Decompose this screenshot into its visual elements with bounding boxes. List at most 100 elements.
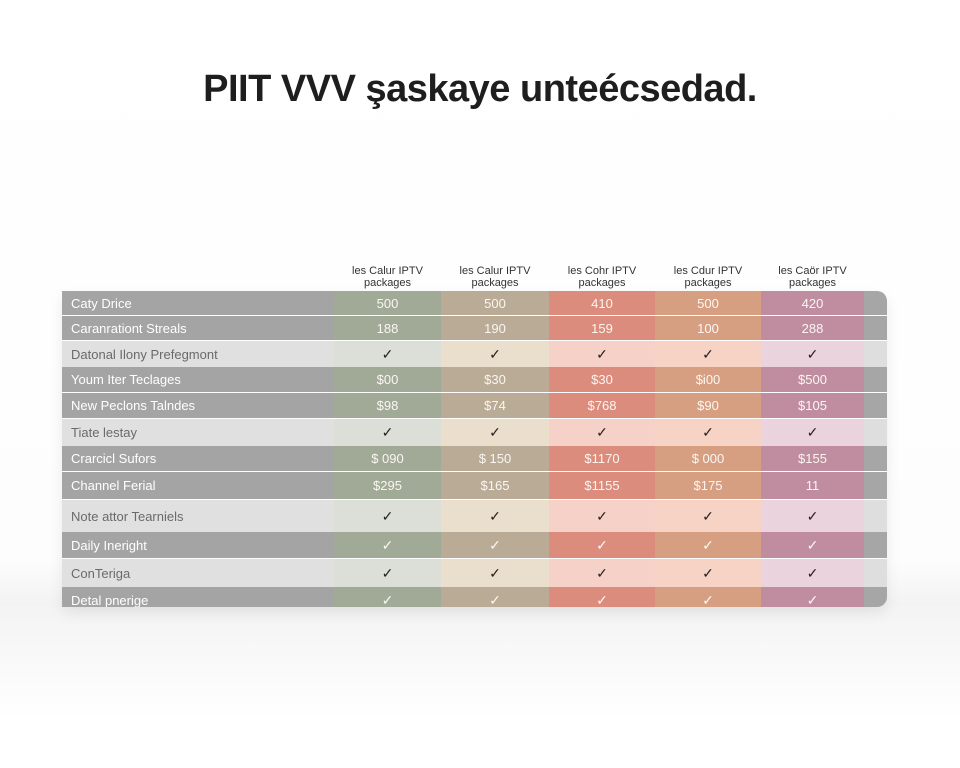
- check-icon: ✓: [549, 341, 655, 367]
- check-icon: ✓: [441, 532, 549, 558]
- row-end-cap: [864, 446, 887, 471]
- table-cell: 500: [441, 291, 549, 315]
- check-icon: ✓: [761, 419, 864, 446]
- check-icon: ✓: [761, 500, 864, 532]
- row-label: Crarcicl Sufors: [62, 446, 334, 471]
- table-row: Tiate lestay ✓ ✓ ✓ ✓ ✓: [62, 419, 887, 446]
- column-header: les Cdur IPTV packages: [655, 262, 761, 292]
- page-title: PIIT VVV şaskaye unteécsedad.: [203, 68, 757, 110]
- table-cell: 188: [334, 316, 441, 340]
- column-headers: les Calur IPTV packages les Calur IPTV pac…: [334, 262, 864, 292]
- row-end-cap: [864, 472, 887, 499]
- row-label: Detal pnerige: [62, 587, 334, 607]
- table-row: Detal pnerige ✓ ✓ ✓ ✓ ✓: [62, 587, 887, 607]
- table-cell: $74: [441, 393, 549, 418]
- column-header-line1: les Calur IPTV: [352, 265, 423, 277]
- row-label: Youm Iter Teclages: [62, 367, 334, 392]
- table-row: Note attor Tearniels ✓ ✓ ✓ ✓ ✓: [62, 500, 887, 532]
- check-icon: ✓: [655, 419, 761, 446]
- table-row: Caranrationt Streals 188 190 159 100 288: [62, 316, 887, 341]
- column-header-line2: packages: [788, 277, 837, 289]
- check-icon: ✓: [441, 341, 549, 367]
- column-header: les Cohr IPTV packages: [549, 262, 655, 292]
- check-icon: ✓: [549, 559, 655, 587]
- check-icon: ✓: [761, 559, 864, 587]
- table-cell: $105: [761, 393, 864, 418]
- check-icon: ✓: [549, 419, 655, 446]
- table-cell: $155: [761, 446, 864, 471]
- table-cell: $30: [441, 367, 549, 392]
- table-cell: 288: [761, 316, 864, 340]
- row-end-cap: [864, 532, 887, 558]
- check-icon: ✓: [655, 587, 761, 607]
- table-cell: 500: [655, 291, 761, 315]
- table-cell: $98: [334, 393, 441, 418]
- check-icon: ✓: [761, 532, 864, 558]
- check-icon: ✓: [655, 559, 761, 587]
- table-cell: $90: [655, 393, 761, 418]
- row-label: Daily Ineright: [62, 532, 334, 558]
- row-label: Datonal Ilony Prefegmont: [62, 341, 334, 367]
- row-end-cap: [864, 559, 887, 587]
- table-cell: 11: [761, 472, 864, 499]
- table-cell: $ 090: [334, 446, 441, 471]
- column-header-line2: packages: [578, 277, 626, 289]
- row-label: ConTeriga: [62, 559, 334, 587]
- row-end-cap: [864, 419, 887, 446]
- column-header-line2: packages: [471, 277, 519, 289]
- row-label: New Peclons Talndes: [62, 393, 334, 418]
- check-icon: ✓: [655, 532, 761, 558]
- column-header-line1: les Cohr IPTV: [567, 265, 637, 277]
- table-row: ConTeriga ✓ ✓ ✓ ✓ ✓: [62, 559, 887, 587]
- check-icon: ✓: [334, 532, 441, 558]
- check-icon: ✓: [655, 341, 761, 367]
- row-end-cap: [864, 500, 887, 532]
- check-icon: ✓: [441, 587, 549, 607]
- table-row: Datonal Ilony Prefegmont ✓ ✓ ✓ ✓ ✓: [62, 341, 887, 367]
- check-icon: ✓: [334, 341, 441, 367]
- check-icon: ✓: [655, 500, 761, 532]
- row-end-cap: [864, 393, 887, 418]
- comparison-table: Caty Drice 500 500 410 500 420 Caranrationt St…: [62, 291, 887, 607]
- table-cell: $500: [761, 367, 864, 392]
- table-row: Caty Drice 500 500 410 500 420: [62, 291, 887, 316]
- column-header: les Calur IPTV packages: [441, 262, 549, 292]
- row-label: Note attor Tearniels: [62, 500, 334, 532]
- table-cell: $165: [441, 472, 549, 499]
- check-icon: ✓: [334, 587, 441, 607]
- row-end-cap: [864, 341, 887, 367]
- table-cell: $1170: [549, 446, 655, 471]
- table-row: Crarcicl Sufors $ 090 $ 150 $1170 $ 000 $155: [62, 446, 887, 472]
- table-row: Channel Ferial $295 $165 $1155 $175 11: [62, 472, 887, 500]
- table-row: Youm Iter Teclages $00 $30 $30 $i00 $500: [62, 367, 887, 393]
- column-header-line2: packages: [363, 277, 412, 289]
- table-cell: 190: [441, 316, 549, 340]
- table-cell: $00: [334, 367, 441, 392]
- column-header-line2: packages: [684, 277, 732, 289]
- column-header: les Caör IPTV packages: [761, 262, 864, 292]
- table-cell: $175: [655, 472, 761, 499]
- row-label: Caty Drice: [62, 291, 334, 315]
- table-cell: $30: [549, 367, 655, 392]
- table-cell: $1155: [549, 472, 655, 499]
- row-end-cap: [864, 587, 887, 607]
- check-icon: ✓: [441, 559, 549, 587]
- check-icon: ✓: [549, 587, 655, 607]
- check-icon: ✓: [441, 419, 549, 446]
- table-cell: 500: [334, 291, 441, 315]
- table-cell: 100: [655, 316, 761, 340]
- table-row: Daily Ineright ✓ ✓ ✓ ✓ ✓: [62, 532, 887, 559]
- row-label: Caranrationt Streals: [62, 316, 334, 340]
- check-icon: ✓: [334, 559, 441, 587]
- check-icon: ✓: [549, 500, 655, 532]
- column-header-line1: les Calur IPTV: [459, 265, 531, 277]
- table-cell: $768: [549, 393, 655, 418]
- row-end-cap: [864, 316, 887, 340]
- table-cell: $295: [334, 472, 441, 499]
- table-cell: 410: [549, 291, 655, 315]
- table-row: New Peclons Talndes $98 $74 $768 $90 $105: [62, 393, 887, 419]
- table-cell: $i00: [655, 367, 761, 392]
- column-header-line1: les Cdur IPTV: [673, 265, 743, 277]
- column-header: les Calur IPTV packages: [334, 262, 441, 292]
- check-icon: ✓: [334, 500, 441, 532]
